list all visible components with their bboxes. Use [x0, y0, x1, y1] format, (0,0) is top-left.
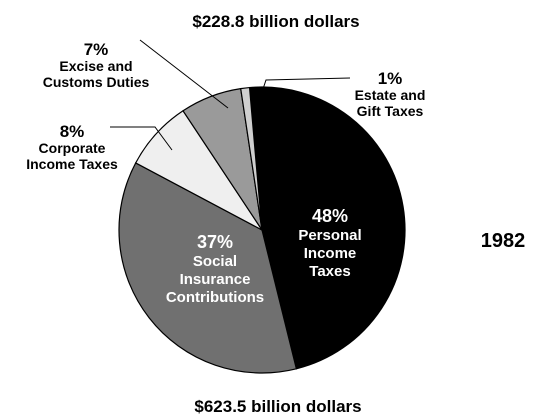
slice-label-line-2-1: Income Taxes	[26, 156, 118, 172]
slice-percent-1: 37%	[197, 232, 233, 252]
chart-subtitle: $623.5 billion dollars	[194, 397, 361, 416]
slice-label-line-4-1: Gift Taxes	[357, 103, 424, 119]
slice-label-line-3-0: Excise and	[59, 58, 132, 74]
leader-line-2	[110, 126, 173, 151]
slice-label-line-1-0: Social	[193, 253, 237, 270]
chart-title: $228.8 billion dollars	[192, 12, 359, 31]
slice-label-line-1-1: Insurance	[180, 271, 251, 288]
leader-line-3	[139, 39, 229, 109]
slice-percent-3: 7%	[84, 40, 109, 59]
year-label: 1982	[481, 230, 526, 252]
pie-slice-4	[240, 86, 263, 231]
slice-percent-4: 1%	[378, 69, 403, 88]
slice-percent-0: 48%	[312, 206, 348, 226]
slice-label-line-1-2: Contributions	[166, 289, 264, 306]
pie-slices	[118, 86, 406, 374]
slice-label-line-3-1: Customs Duties	[43, 74, 150, 90]
slice-label-line-0-2: Taxes	[309, 263, 350, 280]
slice-label-line-2-0: Corporate	[39, 140, 106, 156]
slice-percent-2: 8%	[60, 122, 85, 141]
slice-label-line-4-0: Estate and	[355, 87, 426, 103]
pie-slice-1	[118, 162, 298, 374]
pie-slice-0	[248, 86, 406, 370]
leader-line-4	[257, 77, 351, 105]
leader-lines	[110, 39, 351, 151]
slice-label-line-0-1: Income	[304, 245, 357, 262]
slice-label-line-0-0: Personal	[298, 227, 361, 244]
